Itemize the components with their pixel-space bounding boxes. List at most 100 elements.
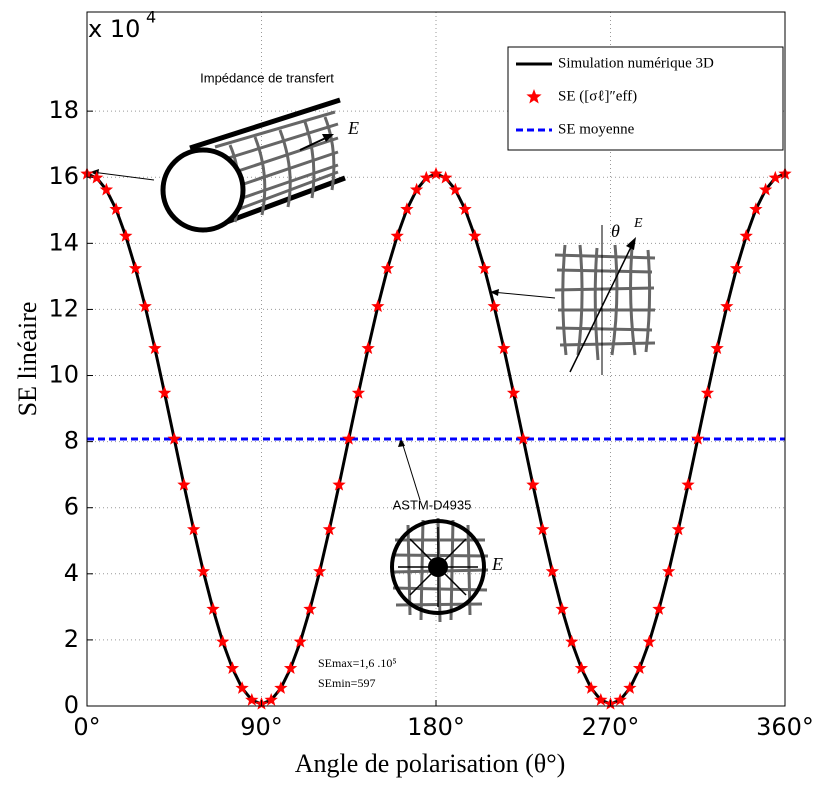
data-point xyxy=(468,229,482,242)
data-point xyxy=(555,602,569,615)
data-point xyxy=(380,261,395,275)
data-point xyxy=(138,299,152,313)
x-tick-label: 0° xyxy=(73,713,100,741)
data-point xyxy=(565,634,579,648)
data-point xyxy=(400,202,414,215)
data-point xyxy=(90,170,104,184)
data-point xyxy=(700,386,715,399)
y-tick-label: 10 xyxy=(48,361,79,389)
annotation: θ xyxy=(611,221,620,241)
data-point xyxy=(681,477,695,491)
data-point xyxy=(351,386,366,399)
data-point xyxy=(535,522,550,536)
data-point xyxy=(758,182,773,196)
data-point xyxy=(458,202,472,215)
y-tick-label: 8 xyxy=(64,427,79,455)
cylinder-illustration xyxy=(90,97,346,233)
astm-illustration xyxy=(390,438,489,623)
data-point xyxy=(274,681,288,694)
legend-label: Simulation numérique 3D xyxy=(558,55,714,71)
legend: Simulation numérique 3D SE ([σℓ]″eff) SE m… xyxy=(507,46,784,151)
y-multiplier: x 10 xyxy=(88,15,140,43)
data-point xyxy=(216,634,230,648)
data-point xyxy=(206,602,220,615)
data-point xyxy=(720,299,734,313)
data-point xyxy=(642,634,656,648)
data-point xyxy=(293,634,307,648)
y-multiplier-exponent: 4 xyxy=(146,8,156,27)
legend-label: SE ([σℓ]″eff) xyxy=(558,88,637,104)
data-point xyxy=(245,693,259,706)
data-point xyxy=(729,261,744,275)
data-point xyxy=(526,477,540,491)
data-point xyxy=(109,202,123,215)
x-tick-label: 360° xyxy=(756,713,814,741)
legend-label: SE moyenne xyxy=(558,121,635,137)
data-point xyxy=(177,477,191,491)
data-point xyxy=(506,386,521,399)
data-point xyxy=(332,477,346,491)
data-point xyxy=(516,431,530,445)
y-tick-label: 4 xyxy=(64,559,79,587)
y-tick-label: 14 xyxy=(48,228,79,256)
annotation: E xyxy=(491,554,503,574)
data-point xyxy=(691,431,705,445)
annotation: Impédance de transfert xyxy=(200,70,334,85)
data-point xyxy=(119,229,133,242)
data-point xyxy=(574,661,589,674)
data-point xyxy=(545,564,559,578)
data-point xyxy=(186,522,201,536)
data-point xyxy=(749,202,763,215)
data-point xyxy=(342,431,356,445)
y-tick-label: 12 xyxy=(48,294,79,322)
annotation: E xyxy=(633,216,643,231)
y-tick-label: 2 xyxy=(64,625,79,653)
mesh-illustration xyxy=(490,225,656,375)
data-point xyxy=(419,170,433,184)
data-point xyxy=(313,564,327,578)
data-point xyxy=(390,229,404,242)
data-point xyxy=(477,261,492,275)
data-point xyxy=(429,166,443,180)
data-point xyxy=(235,681,249,694)
data-point xyxy=(167,431,181,445)
annotation: SEmin=597 xyxy=(318,676,375,690)
y-axis-label: SE linéaire xyxy=(13,302,42,417)
data-point xyxy=(594,693,608,706)
data-point xyxy=(99,182,114,196)
data-point xyxy=(487,299,501,313)
data-point xyxy=(662,564,676,578)
data-point xyxy=(128,261,143,275)
x-tick-label: 270° xyxy=(582,713,640,741)
data-point xyxy=(361,341,375,355)
data-point xyxy=(613,693,627,706)
data-point xyxy=(283,661,298,674)
y-tick-label: 18 xyxy=(48,96,79,124)
annotation: E xyxy=(347,118,359,138)
data-point xyxy=(148,341,162,355)
x-axis-label: Angle de polarisation (θ°) xyxy=(295,749,566,778)
x-tick-label: 180° xyxy=(407,713,465,741)
data-point xyxy=(584,681,598,694)
legend-symbol xyxy=(526,89,542,104)
data-point xyxy=(225,661,240,674)
data-point xyxy=(623,681,637,694)
data-point xyxy=(322,522,337,536)
data-point xyxy=(303,602,317,615)
y-tick-label: 16 xyxy=(48,162,79,190)
data-point xyxy=(497,341,511,355)
data-point xyxy=(264,693,278,706)
data-point xyxy=(739,229,753,242)
data-point xyxy=(768,170,782,184)
annotation: ASTM-D4935 xyxy=(393,497,472,512)
x-tick-label: 90° xyxy=(240,713,283,741)
data-point xyxy=(448,182,463,196)
y-tick-label: 0 xyxy=(64,691,79,719)
data-point xyxy=(439,170,453,184)
data-point xyxy=(371,299,385,313)
data-point xyxy=(710,341,724,355)
data-point xyxy=(409,182,424,196)
legend-box xyxy=(507,46,784,151)
data-point xyxy=(157,386,172,399)
